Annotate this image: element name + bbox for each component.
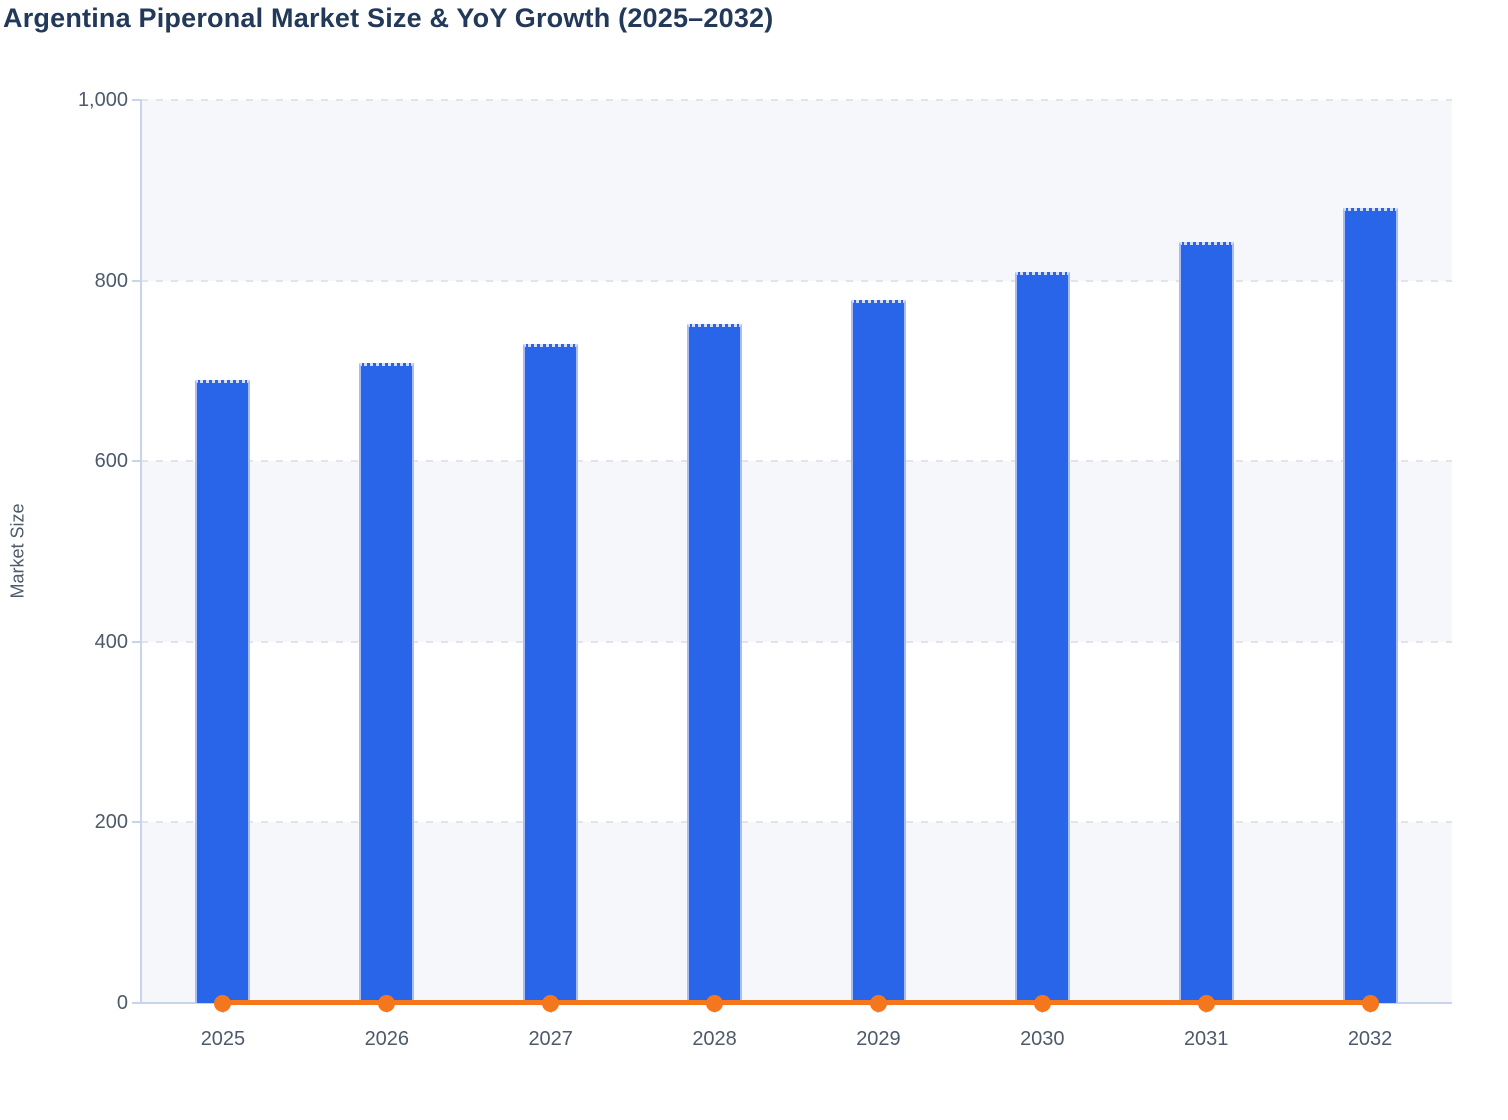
yoy-growth-point-2029[interactable] xyxy=(869,994,887,1012)
plot-area xyxy=(140,99,1452,1012)
x-tick-label-2030: 2030 xyxy=(1020,1028,1065,1050)
yoy-growth-point-2030[interactable] xyxy=(1033,994,1051,1012)
yoy-growth-point-2026[interactable] xyxy=(378,994,396,1012)
x-tick-label-2026: 2026 xyxy=(364,1028,410,1050)
y-tick-mark-400 xyxy=(132,640,141,643)
plot-band xyxy=(141,461,1452,642)
x-tick-label-2028: 2028 xyxy=(692,1028,737,1050)
yoy-growth-point-2025[interactable] xyxy=(214,994,232,1012)
yoy-growth-point-2031[interactable] xyxy=(1197,994,1215,1012)
bar-2027[interactable] xyxy=(523,343,579,1003)
gridline-200 xyxy=(141,821,1452,824)
bar-2029[interactable] xyxy=(850,299,906,1003)
plot-band xyxy=(141,280,1452,462)
x-tick-label-2029: 2029 xyxy=(856,1028,901,1050)
y-tick-mark-800 xyxy=(132,279,141,282)
x-tick-label-2031: 2031 xyxy=(1183,1028,1229,1050)
gridline-600 xyxy=(141,460,1452,463)
bar-2026[interactable] xyxy=(359,362,415,1003)
y-tick-label-1000: 1,000 xyxy=(77,89,128,111)
y-tick-mark-200 xyxy=(132,821,141,824)
y-tick-label-400: 400 xyxy=(94,630,128,653)
chart-title: Argentina Piperonal Market Size & YoY Gr… xyxy=(3,3,774,33)
gridline-400 xyxy=(141,640,1452,643)
y-axis-title: Market Size xyxy=(7,503,28,599)
plot-band xyxy=(141,100,1452,281)
x-tick-label-2025: 2025 xyxy=(200,1028,246,1050)
y-tick-label-200: 200 xyxy=(94,811,128,834)
plot-band xyxy=(141,822,1452,1003)
x-tick-label-2032: 2032 xyxy=(1347,1028,1393,1050)
y-tick-mark-0 xyxy=(132,1002,141,1004)
y-tick-label-800: 800 xyxy=(94,269,128,292)
bar-2031[interactable] xyxy=(1178,241,1234,1003)
gridline-1000 xyxy=(141,99,1452,101)
bar-2032[interactable] xyxy=(1342,208,1398,1003)
yoy-growth-point-2032[interactable] xyxy=(1361,994,1379,1012)
y-axis-line xyxy=(140,100,142,1003)
plot-band xyxy=(141,641,1452,823)
yoy-growth-line xyxy=(222,1000,1371,1005)
y-tick-mark-1000 xyxy=(132,99,141,101)
yoy-growth-point-2028[interactable] xyxy=(706,994,724,1012)
y-tick-mark-600 xyxy=(132,460,141,463)
x-tick-label-2027: 2027 xyxy=(528,1028,573,1050)
y-tick-label-0: 0 xyxy=(116,992,128,1014)
yoy-growth-point-2027[interactable] xyxy=(542,994,560,1012)
bar-2030[interactable] xyxy=(1014,272,1070,1003)
bar-2025[interactable] xyxy=(195,379,251,1003)
bar-2028[interactable] xyxy=(687,323,743,1003)
gridline-800 xyxy=(141,279,1452,282)
y-tick-label-600: 600 xyxy=(94,450,128,473)
